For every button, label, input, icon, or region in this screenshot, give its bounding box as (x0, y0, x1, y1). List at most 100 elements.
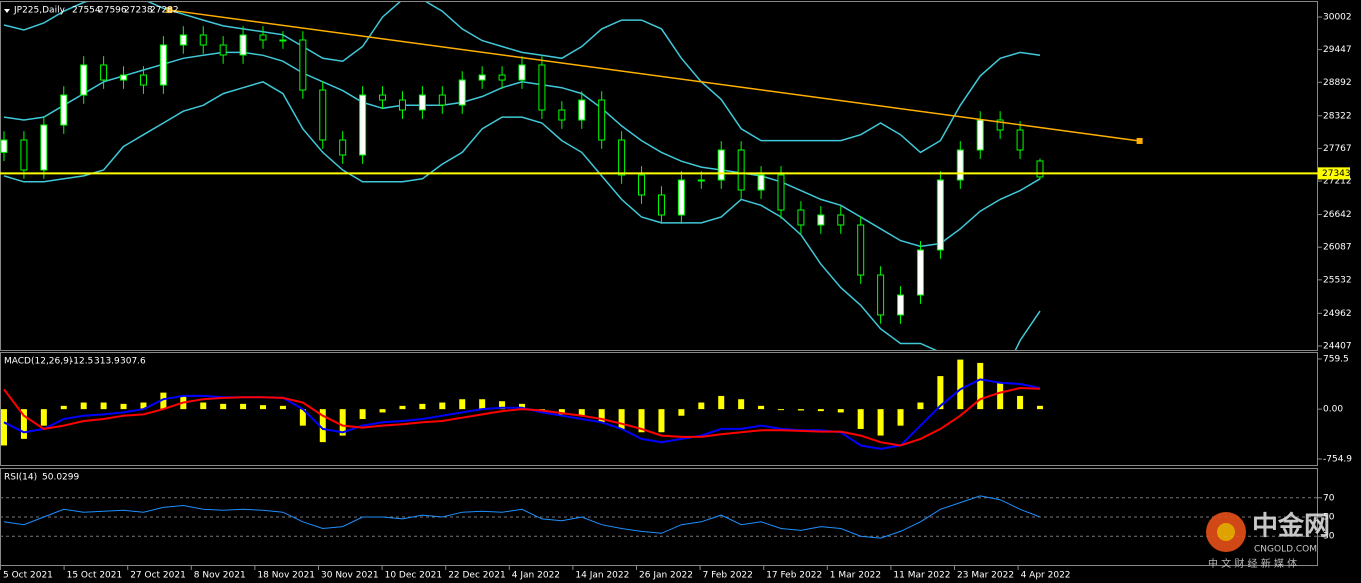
x-tick-label: 7 Feb 2022 (703, 571, 753, 581)
candle-body (398, 99, 406, 111)
x-tick-label: 14 Jan 2022 (575, 571, 629, 581)
x-tick-label: 10 Dec 2021 (385, 571, 443, 581)
x-tick-label: 4 Jan 2022 (512, 571, 560, 581)
macd-panel (0, 352, 1318, 466)
macd-bar (299, 409, 306, 426)
candle-body (897, 294, 905, 316)
axes: 30002 29447 28892 28322 27767 27212 26642 26087… (0, 12, 1352, 581)
candle-body (299, 39, 307, 91)
macd-bar (678, 409, 685, 416)
candle-body (877, 274, 885, 316)
y-tick-label: -754.9 (1323, 454, 1352, 464)
macd-bar (797, 409, 804, 411)
candle-body (817, 214, 825, 226)
candle-body (677, 179, 685, 216)
main-plot (0, 2, 1318, 350)
candle-body (339, 139, 347, 156)
header-low: 27238 (124, 6, 153, 16)
macd-bar (160, 392, 167, 410)
candle-body (1036, 160, 1044, 178)
candle-body (916, 249, 924, 296)
macd-bar (718, 395, 725, 410)
macd-readout: -12.5 (70, 357, 93, 367)
trendline (169, 9, 1140, 142)
x-tick-label: 8 Nov 2021 (194, 571, 246, 581)
x-tick-label: 4 Apr 2022 (1021, 571, 1071, 581)
candle-body (1016, 129, 1024, 151)
header-close: 27282 (150, 6, 179, 16)
macd-plot (1, 359, 1043, 450)
macd-bar (618, 409, 625, 429)
macd-bar (240, 403, 247, 410)
macd-bar (817, 409, 824, 412)
candle-body (120, 74, 128, 81)
macd-bar (578, 409, 585, 416)
candle-body (578, 99, 586, 121)
macd-bar (419, 403, 426, 410)
candle-body (697, 179, 705, 182)
macd-bar (658, 409, 665, 433)
macd-line (3, 378, 1041, 450)
macd-bar (937, 376, 944, 410)
trendline-handle (166, 7, 173, 14)
macd-title: MACD(12,26,9) (4, 357, 72, 367)
candle-body (359, 94, 367, 156)
watermark: 中金网 CNGOLD.COM 中 文 财 经 新 媒 体 (1206, 511, 1330, 570)
macd-bar (758, 405, 765, 410)
macd-bar (359, 409, 366, 420)
macd-bar (857, 409, 864, 429)
candle-body (100, 64, 108, 81)
y-tick-label: 759.5 (1323, 354, 1349, 364)
macd-bar (1017, 395, 1024, 410)
y-tick-label: 28892 (1323, 78, 1352, 88)
rsi-readout: 50.0299 (42, 473, 79, 483)
candle-body (20, 139, 28, 171)
macd-bar (778, 409, 784, 411)
macd-bar (200, 402, 207, 410)
candle-body (438, 94, 446, 106)
watermark-site: CNGOLD.COM (1254, 545, 1317, 555)
macd-bar (459, 399, 466, 410)
header-open: 27554 (72, 6, 101, 16)
main-panel (0, 1, 1318, 351)
macd-bar (20, 409, 27, 439)
macd-line (3, 386, 1041, 447)
macd-bar (698, 402, 705, 410)
candle-body (936, 179, 944, 251)
candle-body (0, 139, 8, 153)
macd-bar (260, 405, 266, 410)
candle-body (598, 99, 606, 141)
y-tick-label: 0.00 (1323, 405, 1343, 415)
y-tick-label: 29447 (1323, 45, 1352, 55)
y-tick-label: 26642 (1323, 210, 1352, 220)
candle-body (239, 34, 247, 56)
macd-bar (40, 409, 47, 426)
macd-bar (558, 409, 565, 415)
macd-bar (917, 402, 924, 410)
candle-body (418, 94, 426, 111)
x-tick-label: 27 Oct 2021 (130, 571, 186, 581)
x-tick-label: 15 Oct 2021 (67, 571, 123, 581)
macd-bar (977, 362, 984, 410)
candle-body (777, 174, 785, 211)
candle-body (279, 39, 287, 42)
y-tick-label: 26087 (1323, 243, 1352, 253)
macd-bar (120, 403, 127, 410)
candle-body (139, 74, 147, 86)
x-tick-label: 17 Feb 2022 (766, 571, 822, 581)
candle-body (259, 34, 267, 41)
price-label-box (1318, 167, 1350, 180)
macd-bar (897, 409, 904, 426)
candle-body (657, 194, 665, 216)
macd-bar (499, 401, 506, 410)
header-high: 27596 (98, 6, 127, 16)
macd-bar (379, 409, 386, 413)
macd-bar (1, 409, 7, 446)
x-tick-label: 1 Mar 2022 (830, 571, 881, 581)
candle-body (538, 64, 546, 111)
candle-body (60, 94, 68, 126)
candle-body (837, 214, 845, 226)
candle-body (40, 124, 48, 171)
candle-body (618, 139, 626, 176)
macd-bar (339, 409, 346, 436)
